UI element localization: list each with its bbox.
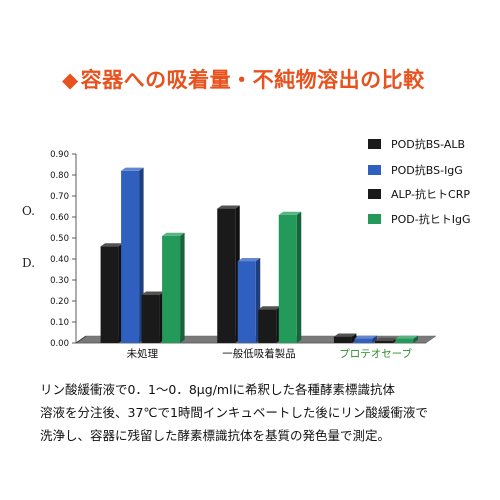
x-tick-label: 未処理 [127,347,159,360]
bar [354,338,373,343]
legend-swatch-3 [368,189,381,199]
legend-item-1: POD抗BS-ALB [368,136,465,152]
legend-swatch-4 [368,214,381,224]
bar-top [162,232,185,236]
bar-side [180,232,185,343]
bar-side [372,335,377,343]
y-tick-label: 0.60 [50,213,69,223]
y-tick-label: 0.00 [50,339,69,349]
note-line-3: 洗浄し、容器に残留した酵素標識抗体を基質の発色量で測定。 [40,428,391,443]
y-tick-label: 0.20 [50,297,69,307]
legend-item-2: POD抗BS-IgG [368,162,463,178]
y-axis-label-bottom: D. [22,256,36,270]
bar-top [121,167,144,171]
axis-corner-line [75,335,87,344]
bar [121,170,140,343]
bar-top [141,291,165,295]
x-tick-label: プロテオセーブ [339,347,412,360]
y-tick-label: 0.10 [50,318,69,328]
y-tick-label: 0.50 [50,234,69,244]
bar-top [258,306,281,310]
bar [141,294,160,343]
y-tick-label: 0.70 [50,192,69,202]
chart-title: 容器への吸着量・不純物溶出の比較 [80,68,425,92]
legend-swatch-2 [368,165,381,175]
y-tick-label: 0.90 [50,150,69,160]
legend-item-3: ALP-抗ヒトCRP [368,186,470,202]
chart-heading: ◆容器への吸着量・不純物溶出の比較 [62,64,425,94]
legend-item-4: POD-抗ヒトIgG [368,211,470,227]
bar-top [100,243,124,247]
bar [100,246,119,343]
bar [395,338,414,343]
bar [162,235,181,343]
legend-swatch-1 [368,139,381,149]
y-tick-label: 0.40 [50,255,69,265]
bar-top [333,333,357,337]
legend-label-3: ALP-抗ヒトCRP [391,188,470,201]
bar-top [374,337,398,341]
bar-top [354,335,377,339]
bar-side [413,335,418,343]
legend-label-1: POD抗BS-ALB [391,138,466,151]
note-line-1: リン酸緩衝液で0．1～0．8μg/mlに希釈した各種酵素標識抗体 [40,382,396,397]
y-tick-label: 0.80 [50,171,69,181]
bar-top [278,211,302,215]
legend-label-4: POD-抗ヒトIgG [391,213,471,226]
bar-top [395,335,418,339]
bar-side [351,333,357,343]
legend-label-2: POD抗BS-IgG [391,164,463,177]
bar [278,214,297,343]
bar-side [296,211,302,343]
bar [333,336,352,343]
bar-top [217,205,240,209]
y-axis-label-top: O. [22,204,35,218]
diamond-bullet-icon: ◆ [62,68,79,92]
bar [374,340,393,343]
bar-top [237,257,261,262]
y-tick-label: 0.30 [50,276,69,286]
method-note: リン酸緩衝液で0．1～0．8μg/mlに希釈した各種酵素標識抗体 溶液を分注後、… [40,378,480,447]
bar [258,309,277,343]
bar [237,261,256,343]
bar [217,208,236,343]
x-tick-label: 一般低吸着製品 [222,347,296,360]
note-line-2: 溶液を分注後、37℃で1時間インキュベートした後にリン酸緩衝液で [40,405,428,420]
